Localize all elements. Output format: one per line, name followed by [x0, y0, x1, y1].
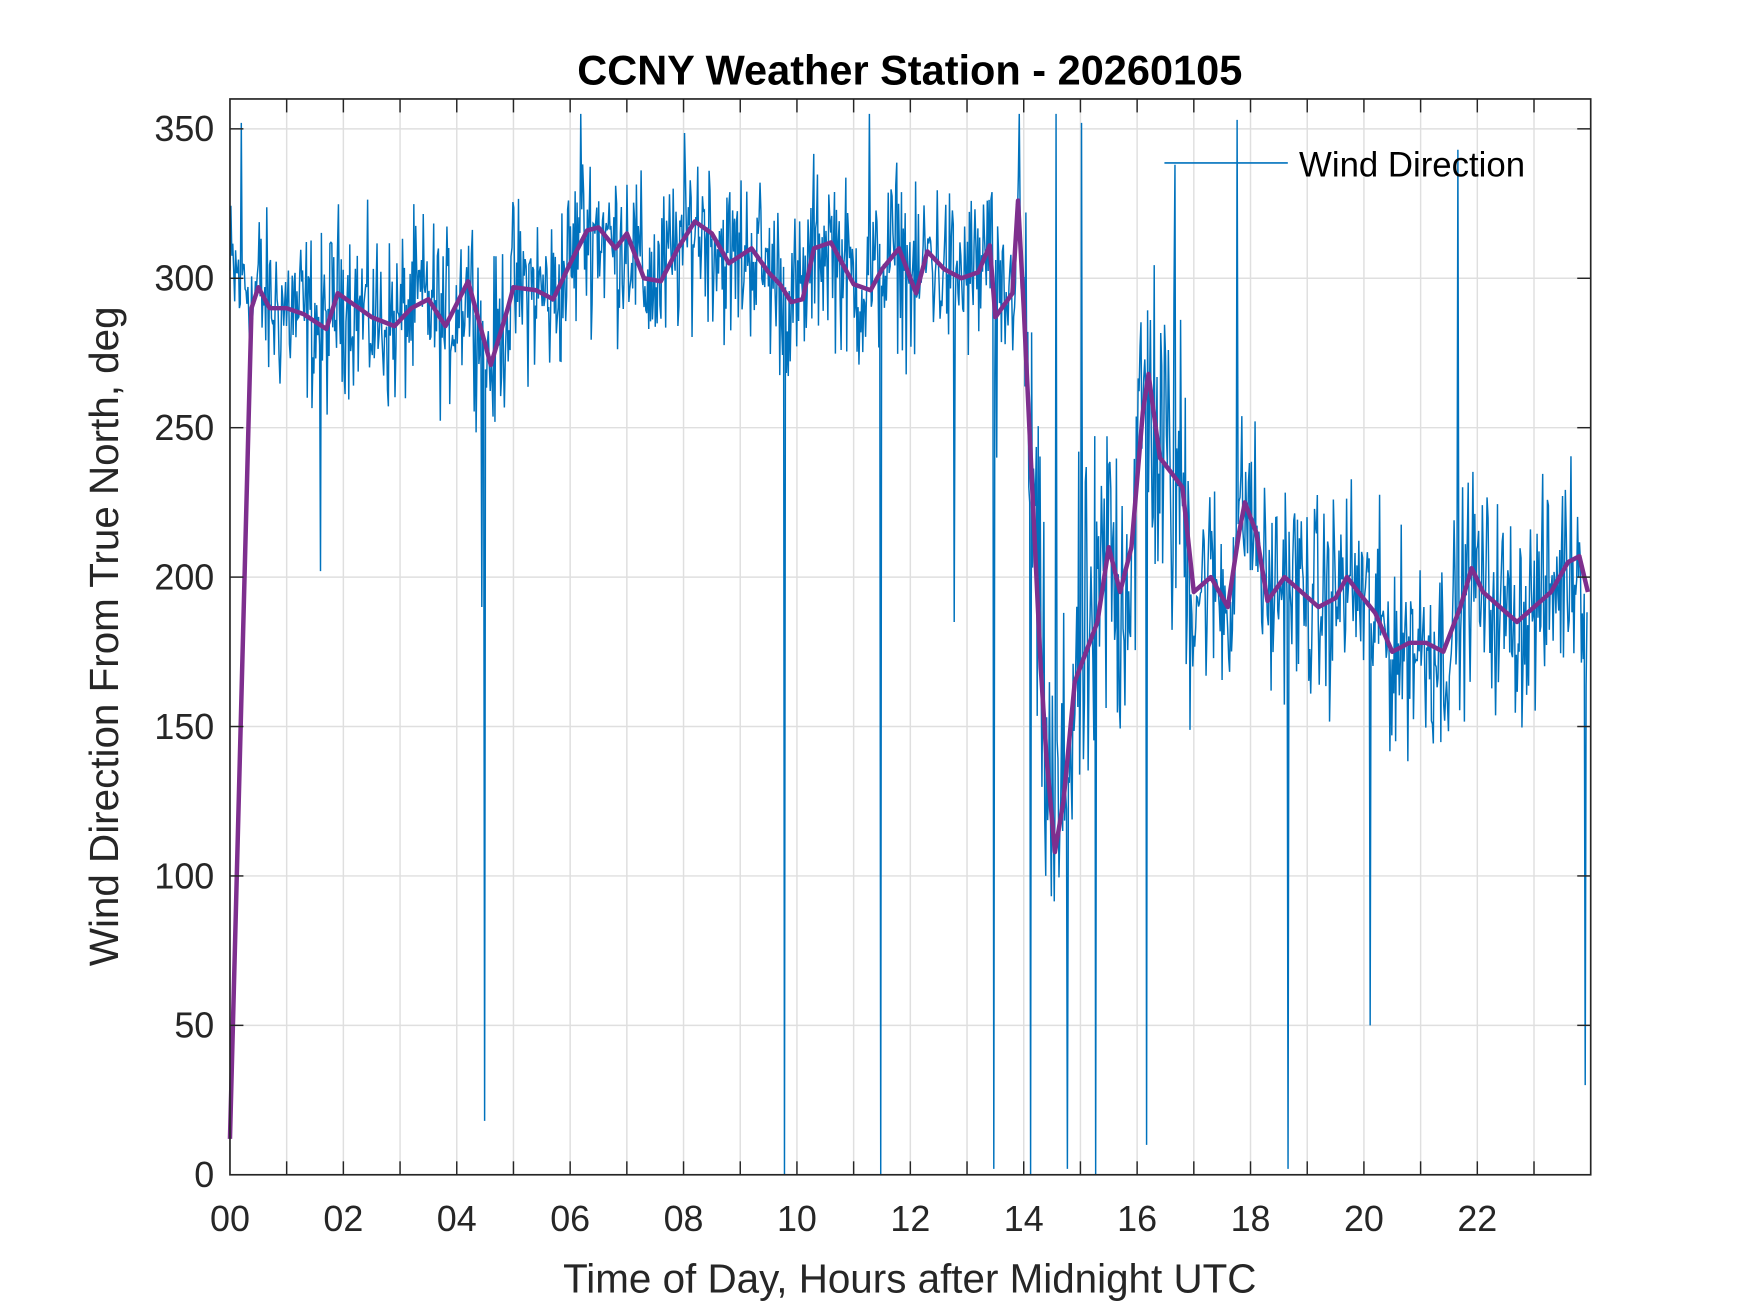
y-tick-label: 200 — [154, 557, 214, 597]
x-tick-label: 04 — [437, 1199, 477, 1239]
y-tick-label: 0 — [194, 1155, 214, 1195]
y-tick-label: 50 — [174, 1006, 214, 1046]
x-tick-label: 18 — [1231, 1199, 1271, 1239]
grid-lines — [229, 98, 1591, 1175]
x-tick-label: 02 — [323, 1199, 363, 1239]
x-tick-label: 20 — [1344, 1199, 1384, 1239]
x-tick-label: 22 — [1457, 1199, 1497, 1239]
x-tick-label: 12 — [890, 1199, 930, 1239]
y-tick-label: 300 — [154, 259, 214, 299]
legend: Wind Direction — [1164, 146, 1525, 184]
smoothed-series — [227, 198, 1591, 1139]
x-tick-label: 06 — [550, 1199, 590, 1239]
y-tick-label: 100 — [154, 856, 214, 896]
y-tick-label: 350 — [154, 109, 214, 149]
x-tick-label: 08 — [664, 1199, 704, 1239]
x-tick-label: 16 — [1117, 1199, 1157, 1239]
x-tick-label: 14 — [1004, 1199, 1044, 1239]
x-tick-label: 00 — [210, 1199, 250, 1239]
smoothed-wind-direction-line — [227, 198, 1591, 1139]
y-tick-label: 150 — [154, 707, 214, 747]
axis-ticks: 0 50 100 150 200 250 300 350 00 02 04 06 08 10 12 14 16 1… — [154, 98, 1591, 1239]
chart-title: CCNY Weather Station - 20260105 — [577, 46, 1242, 93]
y-axis-label: Wind Direction From True North, deg — [81, 306, 127, 966]
x-tick-label: 10 — [777, 1199, 817, 1239]
y-tick-label: 250 — [154, 408, 214, 448]
x-axis-label: Time of Day, Hours after Midnight UTC — [563, 1256, 1256, 1302]
legend-label: Wind Direction — [1299, 146, 1525, 184]
